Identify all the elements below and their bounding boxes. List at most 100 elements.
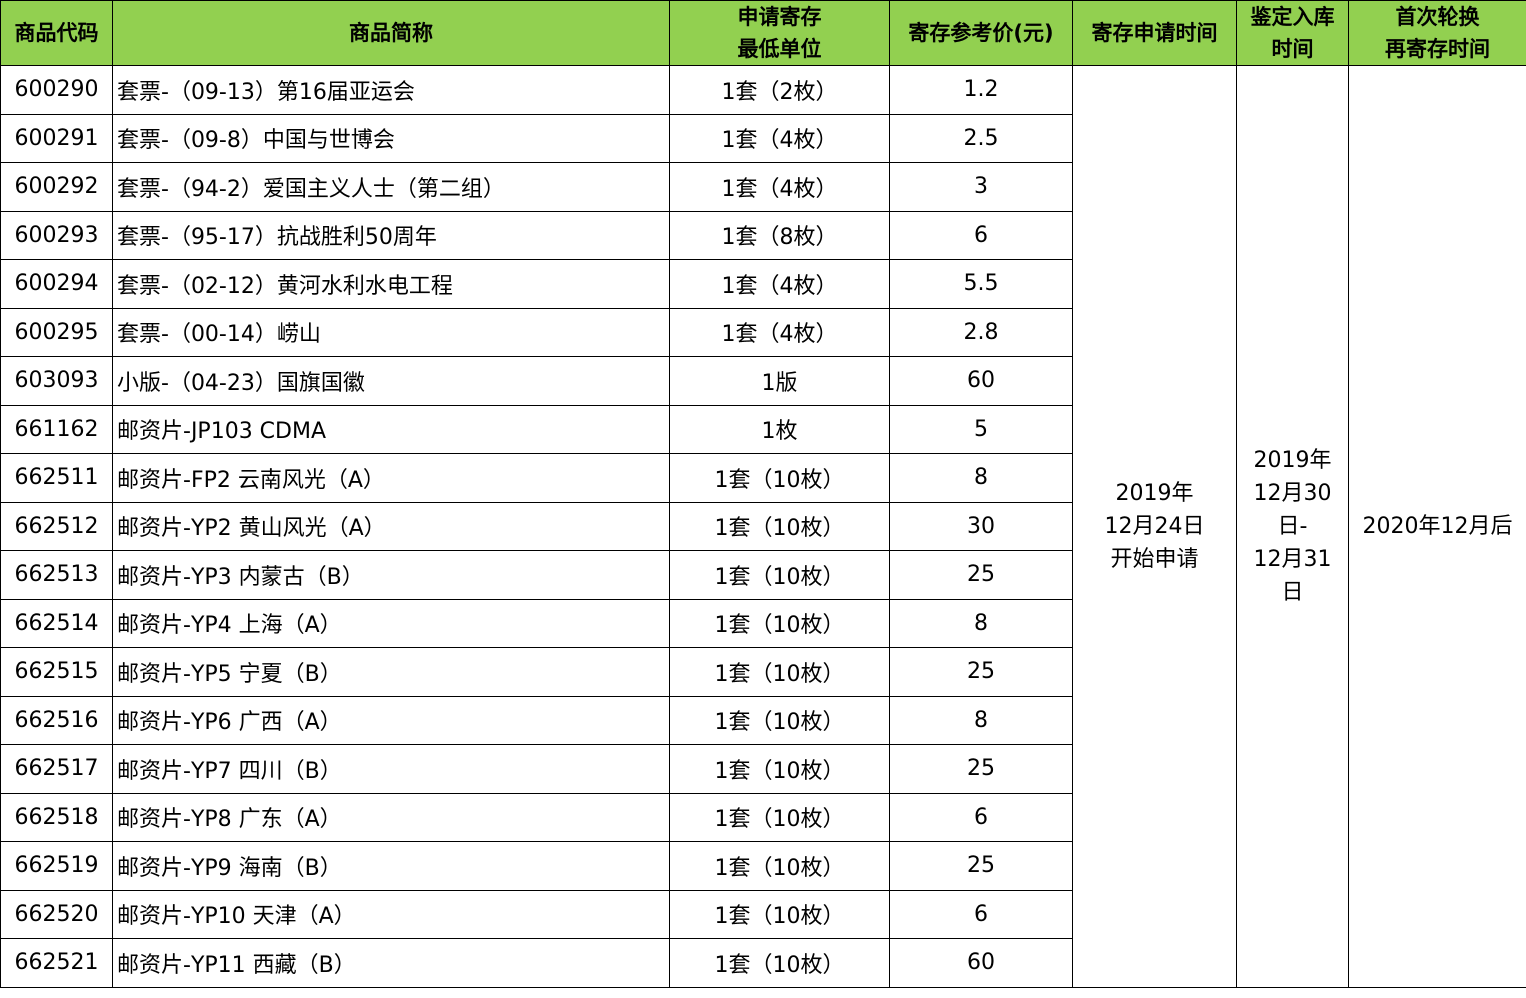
- cell-price: 8: [889, 695, 1073, 745]
- cell-apply-time: 2019年 12月24日 开始申请: [1072, 65, 1237, 988]
- cell-price: 1.2: [889, 65, 1073, 115]
- cell-unit: 1套（10枚）: [669, 792, 890, 842]
- cell-price: 30: [889, 501, 1073, 551]
- cell-price: 25: [889, 841, 1073, 891]
- cell-name: 套票-（09-13）第16届亚运会: [112, 65, 670, 115]
- header-unit-line2: 最低单位: [737, 37, 822, 61]
- cell-unit: 1套（4枚）: [669, 113, 890, 163]
- cell-name: 套票-（09-8）中国与世博会: [112, 113, 670, 163]
- cell-price: 6: [889, 792, 1073, 842]
- cell-name: 邮资片-YP11 西藏（B）: [112, 938, 670, 988]
- header-storage-line2: 时间: [1271, 37, 1314, 61]
- header-unit: 申请寄存 最低单位: [669, 0, 890, 66]
- header-name: 商品简称: [112, 0, 670, 66]
- cell-price: 25: [889, 550, 1073, 600]
- table-body: 600290 套票-（09-13）第16届亚运会 1套（2枚） 1.2 2019年 12月…: [0, 65, 1526, 988]
- table-row: 603093 小版-（04-23）国旗国徽 1版 60: [0, 356, 1526, 406]
- cell-price: 6: [889, 210, 1073, 260]
- table-row: 600292 套票-（94-2）爱国主义人士（第二组） 1套（4枚） 3: [0, 162, 1526, 212]
- cell-name: 邮资片-YP4 上海（A）: [112, 598, 670, 648]
- table-row: 662516 邮资片-YP6 广西（A） 1套（10枚） 8: [0, 695, 1526, 745]
- cell-unit: 1枚: [669, 404, 890, 454]
- table-row: 662519 邮资片-YP9 海南（B） 1套（10枚） 25: [0, 841, 1526, 891]
- cell-code: 600291: [0, 113, 113, 163]
- header-rotation-time: 首次轮换 再寄存时间: [1348, 0, 1526, 66]
- cell-code: 600290: [0, 65, 113, 115]
- cell-storage-time: 2019年 12月30 日- 12月31 日: [1236, 65, 1349, 988]
- cell-code: 662519: [0, 841, 113, 891]
- table-row: 600293 套票-（95-17）抗战胜利50周年 1套（8枚） 6: [0, 210, 1526, 260]
- table-row: 662521 邮资片-YP11 西藏（B） 1套（10枚） 60: [0, 938, 1526, 988]
- cell-name: 邮资片-YP2 黄山风光（A）: [112, 501, 670, 551]
- cell-unit: 1套（8枚）: [669, 210, 890, 260]
- header-code: 商品代码: [0, 0, 113, 66]
- storage-time-line: 日: [1281, 579, 1304, 605]
- cell-name: 邮资片-YP5 宁夏（B）: [112, 647, 670, 697]
- cell-name: 邮资片-FP2 云南风光（A）: [112, 453, 670, 503]
- cell-unit: 1套（2枚）: [669, 65, 890, 115]
- cell-unit: 1套（10枚）: [669, 938, 890, 988]
- cell-name: 套票-（94-2）爱国主义人士（第二组）: [112, 162, 670, 212]
- cell-unit: 1套（10枚）: [669, 598, 890, 648]
- cell-price: 60: [889, 356, 1073, 406]
- cell-code: 662513: [0, 550, 113, 600]
- cell-price: 2.8: [889, 307, 1073, 357]
- cell-unit: 1套（10枚）: [669, 841, 890, 891]
- apply-time-line: 2019年: [1115, 480, 1194, 506]
- cell-price: 60: [889, 938, 1073, 988]
- cell-unit: 1套（10枚）: [669, 501, 890, 551]
- cell-code: 662520: [0, 889, 113, 939]
- cell-price: 5.5: [889, 259, 1073, 309]
- table-row: 600290 套票-（09-13）第16届亚运会 1套（2枚） 1.2 2019年 12月…: [0, 65, 1526, 988]
- cell-name: 邮资片-YP7 四川（B）: [112, 744, 670, 794]
- cell-name: 邮资片-YP9 海南（B）: [112, 841, 670, 891]
- cell-unit: 1套（4枚）: [669, 307, 890, 357]
- cell-price: 8: [889, 598, 1073, 648]
- cell-name: 邮资片-YP3 内蒙古（B）: [112, 550, 670, 600]
- cell-code: 600292: [0, 162, 113, 212]
- cell-rotation-time: 2020年12月后: [1348, 65, 1526, 988]
- cell-unit: 1套（10枚）: [669, 550, 890, 600]
- cell-code: 662521: [0, 938, 113, 988]
- cell-unit: 1套（10枚）: [669, 695, 890, 745]
- cell-price: 6: [889, 889, 1073, 939]
- cell-unit: 1套（10枚）: [669, 889, 890, 939]
- cell-code: 662512: [0, 501, 113, 551]
- storage-time-line: 12月30: [1253, 480, 1332, 506]
- cell-unit: 1套（10枚）: [669, 744, 890, 794]
- cell-code: 662518: [0, 792, 113, 842]
- cell-code: 662517: [0, 744, 113, 794]
- cell-unit: 1套（4枚）: [669, 162, 890, 212]
- table-row: 662511 邮资片-FP2 云南风光（A） 1套（10枚） 8: [0, 453, 1526, 503]
- cell-name: 邮资片-YP8 广东（A）: [112, 792, 670, 842]
- table-row: 662518 邮资片-YP8 广东（A） 1套（10枚） 6: [0, 792, 1526, 842]
- table-row: 662513 邮资片-YP3 内蒙古（B） 1套（10枚） 25: [0, 550, 1526, 600]
- apply-time-line: 开始申请: [1110, 546, 1199, 572]
- cell-code: 662511: [0, 453, 113, 503]
- table-row: 662517 邮资片-YP7 四川（B） 1套（10枚） 25: [0, 744, 1526, 794]
- header-apply-time: 寄存申请时间: [1072, 0, 1237, 66]
- cell-name: 小版-（04-23）国旗国徽: [112, 356, 670, 406]
- header-storage-line1: 鉴定入库: [1250, 5, 1335, 29]
- header-unit-line1: 申请寄存: [737, 5, 822, 29]
- cell-price: 5: [889, 404, 1073, 454]
- cell-code: 600293: [0, 210, 113, 260]
- cell-code: 662515: [0, 647, 113, 697]
- table-row: 662512 邮资片-YP2 黄山风光（A） 1套（10枚） 30: [0, 501, 1526, 551]
- storage-time-line: 12月31: [1253, 546, 1332, 572]
- cell-code: 603093: [0, 356, 113, 406]
- apply-time-line: 12月24日: [1104, 513, 1205, 539]
- table-row: 661162 邮资片-JP103 CDMA 1枚 5: [0, 404, 1526, 454]
- table-row: 600295 套票-（00-14）崂山 1套（4枚） 2.8: [0, 307, 1526, 357]
- header-price: 寄存参考价(元): [889, 0, 1073, 66]
- cell-unit: 1版: [669, 356, 890, 406]
- cell-unit: 1套（10枚）: [669, 647, 890, 697]
- cell-unit: 1套（10枚）: [669, 453, 890, 503]
- cell-code: 661162: [0, 404, 113, 454]
- storage-time-line: 日-: [1277, 513, 1308, 539]
- cell-code: 662514: [0, 598, 113, 648]
- header-rotation-line2: 再寄存时间: [1385, 37, 1490, 61]
- header-rotation-line1: 首次轮换: [1395, 5, 1480, 29]
- cell-code: 662516: [0, 695, 113, 745]
